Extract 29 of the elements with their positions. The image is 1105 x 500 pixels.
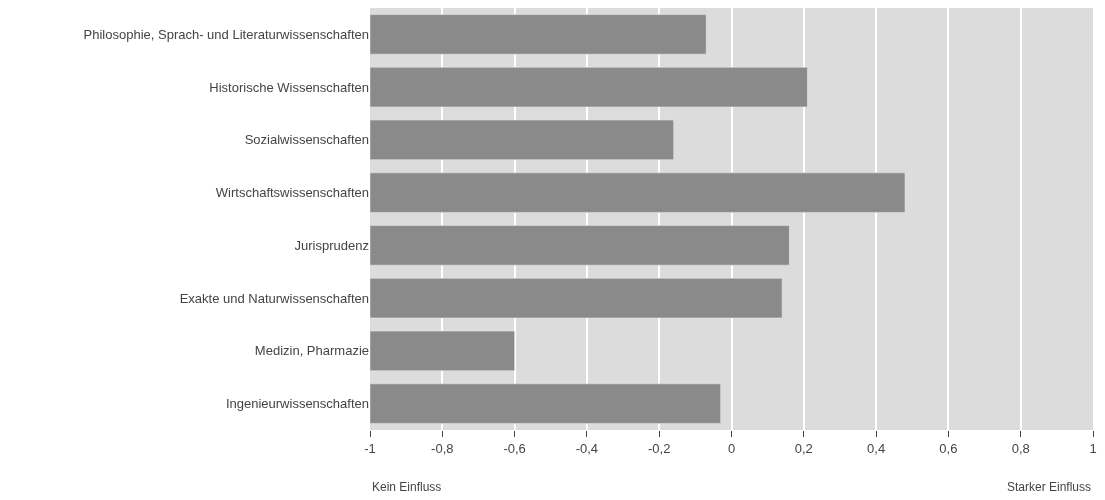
x-tick-label: -0,6 xyxy=(503,440,526,456)
bar xyxy=(370,119,674,160)
bar xyxy=(370,330,515,371)
bar xyxy=(370,67,808,108)
text: Kein Einfluss xyxy=(372,480,442,494)
x-tick-label: 1 xyxy=(1089,440,1097,456)
bar xyxy=(370,172,906,213)
y-tick-label: Historische Wissenschaften xyxy=(209,79,369,95)
bar xyxy=(370,383,721,424)
x-tick-label: 0,4 xyxy=(867,440,886,456)
x-tick-label: -0,2 xyxy=(648,440,671,456)
y-tick-label: Medizin, Pharmazie xyxy=(254,343,369,359)
bar xyxy=(370,225,790,266)
text: Starker Einfluss xyxy=(1007,480,1092,494)
y-tick-label: Wirtschaftswissenschaften xyxy=(215,185,369,201)
x-tick-label: -1 xyxy=(364,440,376,456)
x-tick-label: 0,6 xyxy=(939,440,958,456)
y-tick-label: Sozialwissenschaften xyxy=(244,132,369,148)
y-tick-label: Jurisprudenz xyxy=(294,237,369,253)
x-tick-label: 0,2 xyxy=(794,440,813,456)
x-tick-label: -0,8 xyxy=(431,440,454,456)
bar xyxy=(370,14,707,55)
x-tick-label: -0,4 xyxy=(575,440,599,456)
bar xyxy=(370,278,783,319)
y-tick-label: Exakte und Naturwissenschaften xyxy=(179,290,369,306)
x-tick-label: 0,8 xyxy=(1011,440,1030,456)
x-tick-label: 0 xyxy=(727,440,736,456)
y-tick-label: Ingenieurwissenschaften xyxy=(225,396,369,412)
y-tick-label: Philosophie, Sprach- und Literaturwissenschaften xyxy=(83,26,369,42)
